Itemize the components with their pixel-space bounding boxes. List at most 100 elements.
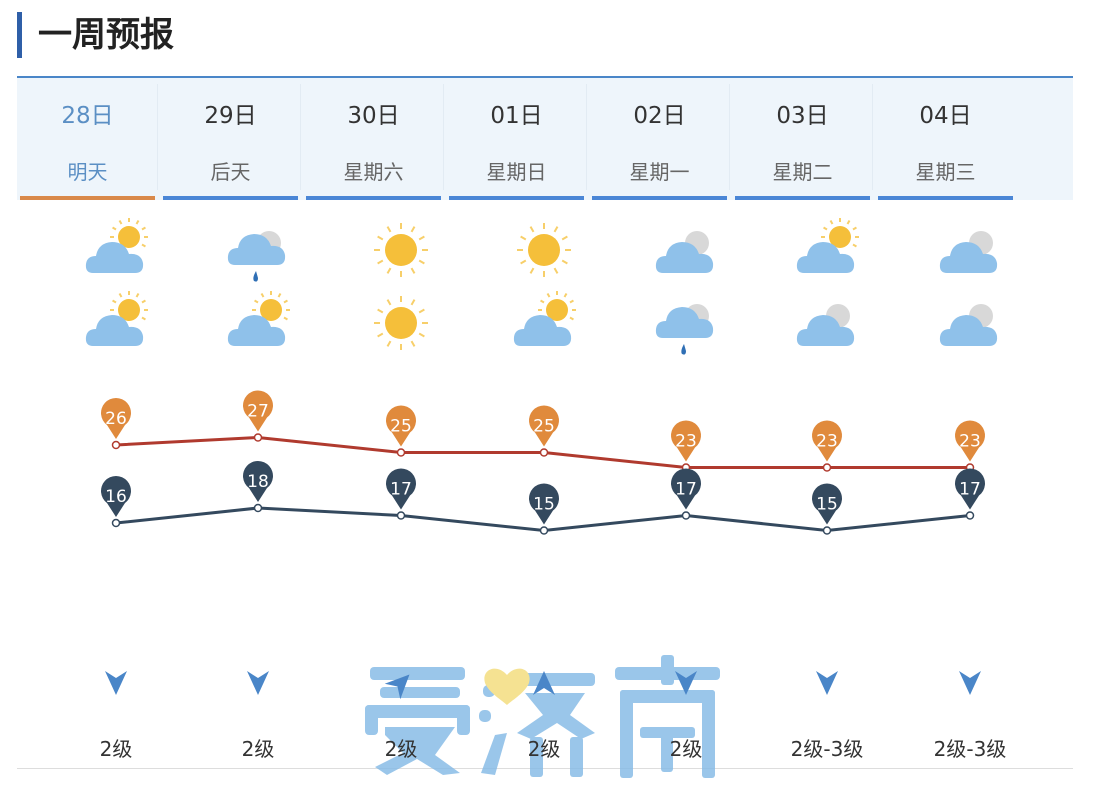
low-temp-point	[396, 511, 406, 520]
tab-weekday: 星期一	[629, 160, 690, 184]
low-temp-pin	[955, 468, 986, 510]
high-temp-point	[396, 448, 406, 457]
cloudy-icon	[935, 288, 1005, 358]
cloudy-icon	[935, 215, 1005, 285]
day-tab-4[interactable]: 02日星期一	[589, 78, 730, 200]
low-temp-label: 16	[105, 487, 127, 507]
tab-underline	[592, 196, 727, 200]
tab-underline	[163, 196, 298, 200]
low-temp-pin	[812, 483, 843, 525]
wind-level: 2级-3级	[790, 737, 864, 761]
low-temp-pin	[529, 483, 560, 525]
tab-weekday: 明天	[67, 160, 108, 184]
low-temp-point	[253, 503, 263, 513]
tab-weekday: 星期二	[772, 160, 833, 184]
cloudy-rain-icon	[651, 288, 721, 358]
cloudy-icon	[792, 288, 862, 358]
wind-direction-icon	[616, 668, 756, 705]
partly-cloudy-icon	[509, 288, 579, 358]
high-temp-pin	[671, 420, 702, 462]
tab-underline	[735, 196, 870, 200]
high-temp-pin	[101, 398, 131, 439]
high-temp-label: 26	[105, 409, 127, 429]
divider	[300, 84, 301, 190]
low-temp-label: 17	[390, 480, 412, 500]
wind-direction-icon	[331, 668, 471, 705]
wind-level: 2级-3级	[933, 737, 1007, 761]
divider	[586, 84, 587, 190]
wind-direction-icon	[46, 668, 186, 705]
low-temp-label: 15	[533, 495, 555, 515]
tab-weekday: 星期日	[486, 160, 547, 184]
divider	[729, 84, 730, 190]
low-temp-point	[111, 518, 121, 528]
day-tabs: 28日 明天 29日 后天 30日 星期六 01日 星期日 02日 星期一 03日 星期二 04日 星期三	[17, 76, 1073, 200]
day-tab-2[interactable]: 30日星期六	[303, 78, 444, 200]
high-temp-point	[539, 448, 549, 457]
wind-level: 2级	[241, 737, 275, 761]
low-temp-label: 15	[816, 495, 838, 515]
partly-cloudy-icon	[81, 288, 151, 358]
day-tab-3[interactable]: 01日星期日	[446, 78, 587, 200]
day-tab-1[interactable]: 29日后天	[160, 78, 301, 200]
day-tab-6[interactable]: 04日星期三	[875, 78, 1016, 200]
divider	[157, 84, 158, 190]
tab-date: 29日	[204, 103, 257, 129]
low-temp-label: 18	[247, 472, 269, 492]
low-temp-label: 17	[959, 480, 981, 500]
divider	[443, 84, 444, 190]
low-temp-pin	[386, 468, 417, 510]
tab-underline	[306, 196, 441, 200]
high-temp-label: 25	[533, 417, 555, 437]
tab-date: 04日	[919, 103, 972, 129]
high-temp-point	[111, 440, 121, 450]
tab-date: 28日	[61, 103, 114, 129]
day-tab-5[interactable]: 03日星期二	[732, 78, 873, 200]
wind-level: 2级	[669, 737, 703, 761]
divider	[872, 84, 873, 190]
tab-underline	[20, 196, 155, 200]
low-temp-pin	[243, 461, 273, 502]
high-temp-label: 23	[959, 432, 981, 452]
wind-level: 2级	[527, 737, 561, 761]
tab-date: 01日	[490, 103, 543, 129]
high-temp-label: 27	[247, 402, 269, 422]
high-temp-label: 23	[675, 432, 697, 452]
tab-date: 30日	[347, 103, 400, 129]
low-temp-pin	[671, 468, 702, 510]
page-title: 一周预报	[38, 15, 174, 55]
partly-cloudy-icon	[223, 288, 293, 358]
high-temp-pin	[529, 405, 560, 447]
low-temp-point	[539, 526, 549, 535]
wind-direction-icon	[757, 668, 897, 705]
cloudy-icon	[651, 215, 721, 285]
tab-weekday: 星期六	[343, 160, 404, 184]
sunny-icon	[366, 215, 436, 285]
wind-direction-icon	[474, 668, 614, 705]
sunny-icon	[509, 215, 579, 285]
partly-cloudy-icon	[792, 215, 862, 285]
high-temp-pin	[955, 420, 985, 462]
low-temp-point	[965, 511, 975, 520]
high-temp-pin	[386, 405, 416, 447]
low-temp-point	[681, 511, 691, 520]
tab-underline	[878, 196, 1013, 200]
low-temp-point	[822, 526, 832, 535]
tab-date: 03日	[776, 103, 829, 129]
tab-weekday: 星期三	[915, 160, 976, 184]
divider	[17, 768, 1073, 769]
day-tab-0[interactable]: 28日明天	[17, 78, 158, 200]
wind-direction-icon	[900, 668, 1040, 705]
high-temp-point	[253, 433, 263, 442]
cloudy-rain-icon	[223, 215, 293, 285]
tab-date: 02日	[633, 103, 686, 129]
sunny-icon	[366, 288, 436, 358]
high-temp-pin	[243, 390, 273, 432]
low-temp-label: 17	[675, 480, 697, 500]
title-accent-bar	[17, 12, 22, 58]
tab-underline	[449, 196, 584, 200]
wind-level: 2级	[99, 737, 133, 761]
high-temp-label: 25	[390, 417, 412, 437]
tab-weekday: 后天	[210, 160, 251, 184]
